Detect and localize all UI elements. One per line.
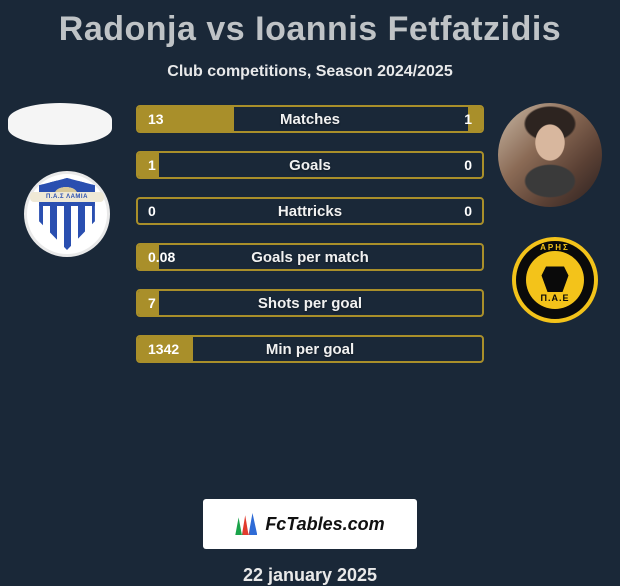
row-value-left: 7 [148, 291, 156, 315]
club-right-badge: ΑΡΗΣ Π.Α.Ε [512, 237, 598, 323]
row-value-left: 0.08 [148, 245, 175, 269]
row-value-left: 1 [148, 153, 156, 177]
comparison-bars: Matches131Goals10Hattricks00Goals per ma… [136, 105, 484, 381]
row-value-right: 0 [464, 199, 472, 223]
club-right-inner-icon: Π.Α.Ε [526, 251, 584, 309]
comparison-bar: Matches13 1 [136, 105, 484, 133]
page-subtitle: Club competitions, Season 2024/2025 [0, 63, 620, 81]
row-value-right: 0 [464, 153, 472, 177]
club-left-badge: Π.Α.Σ ΛΑΜΙΑ [24, 171, 110, 257]
player-right-avatar [498, 103, 602, 207]
brand-logo-icon [235, 513, 257, 535]
row-value-left: 1342 [148, 337, 179, 361]
row-label: Matches [138, 107, 482, 131]
comparison-row: Matches13 1 [136, 105, 484, 133]
comparison-bar: Goals per match0.08 [136, 243, 484, 271]
comparison-row: Min per goal1342 [136, 335, 484, 363]
row-value-right: 1 [464, 107, 472, 131]
comparison-bar: Hattricks0 0 [136, 197, 484, 225]
row-value-left: 0 [148, 199, 156, 223]
comparison-bar: Goals1 0 [136, 151, 484, 179]
brand-text: FcTables.com [265, 514, 384, 535]
row-label: Hattricks [138, 199, 482, 223]
club-right-bottom-text: Π.Α.Ε [526, 293, 584, 303]
comparison-bar: Min per goal1342 [136, 335, 484, 363]
comparison-row: Goals1 0 [136, 151, 484, 179]
comparison-row: Goals per match0.08 [136, 243, 484, 271]
comparison-row: Hattricks0 0 [136, 197, 484, 225]
player-left-avatar [8, 103, 112, 145]
row-value-left: 13 [148, 107, 164, 131]
row-label: Goals [138, 153, 482, 177]
club-left-shield-icon [36, 178, 98, 250]
brand-badge: FcTables.com [203, 499, 417, 549]
comparison-bar: Shots per goal7 [136, 289, 484, 317]
comparison-row: Shots per goal7 [136, 289, 484, 317]
club-left-ribbon: Π.Α.Σ ΛΑΜΙΑ [30, 192, 104, 202]
row-label: Goals per match [138, 245, 482, 269]
page-title: Radonja vs Ioannis Fetfatzidis [0, 0, 620, 49]
row-label: Shots per goal [138, 291, 482, 315]
comparison-stage: Π.Α.Σ ΛΑΜΙΑ ΑΡΗΣ Π.Α.Ε Matches131Goals10… [0, 81, 620, 501]
footer-date: 22 january 2025 [0, 565, 620, 586]
row-label: Min per goal [138, 337, 482, 361]
